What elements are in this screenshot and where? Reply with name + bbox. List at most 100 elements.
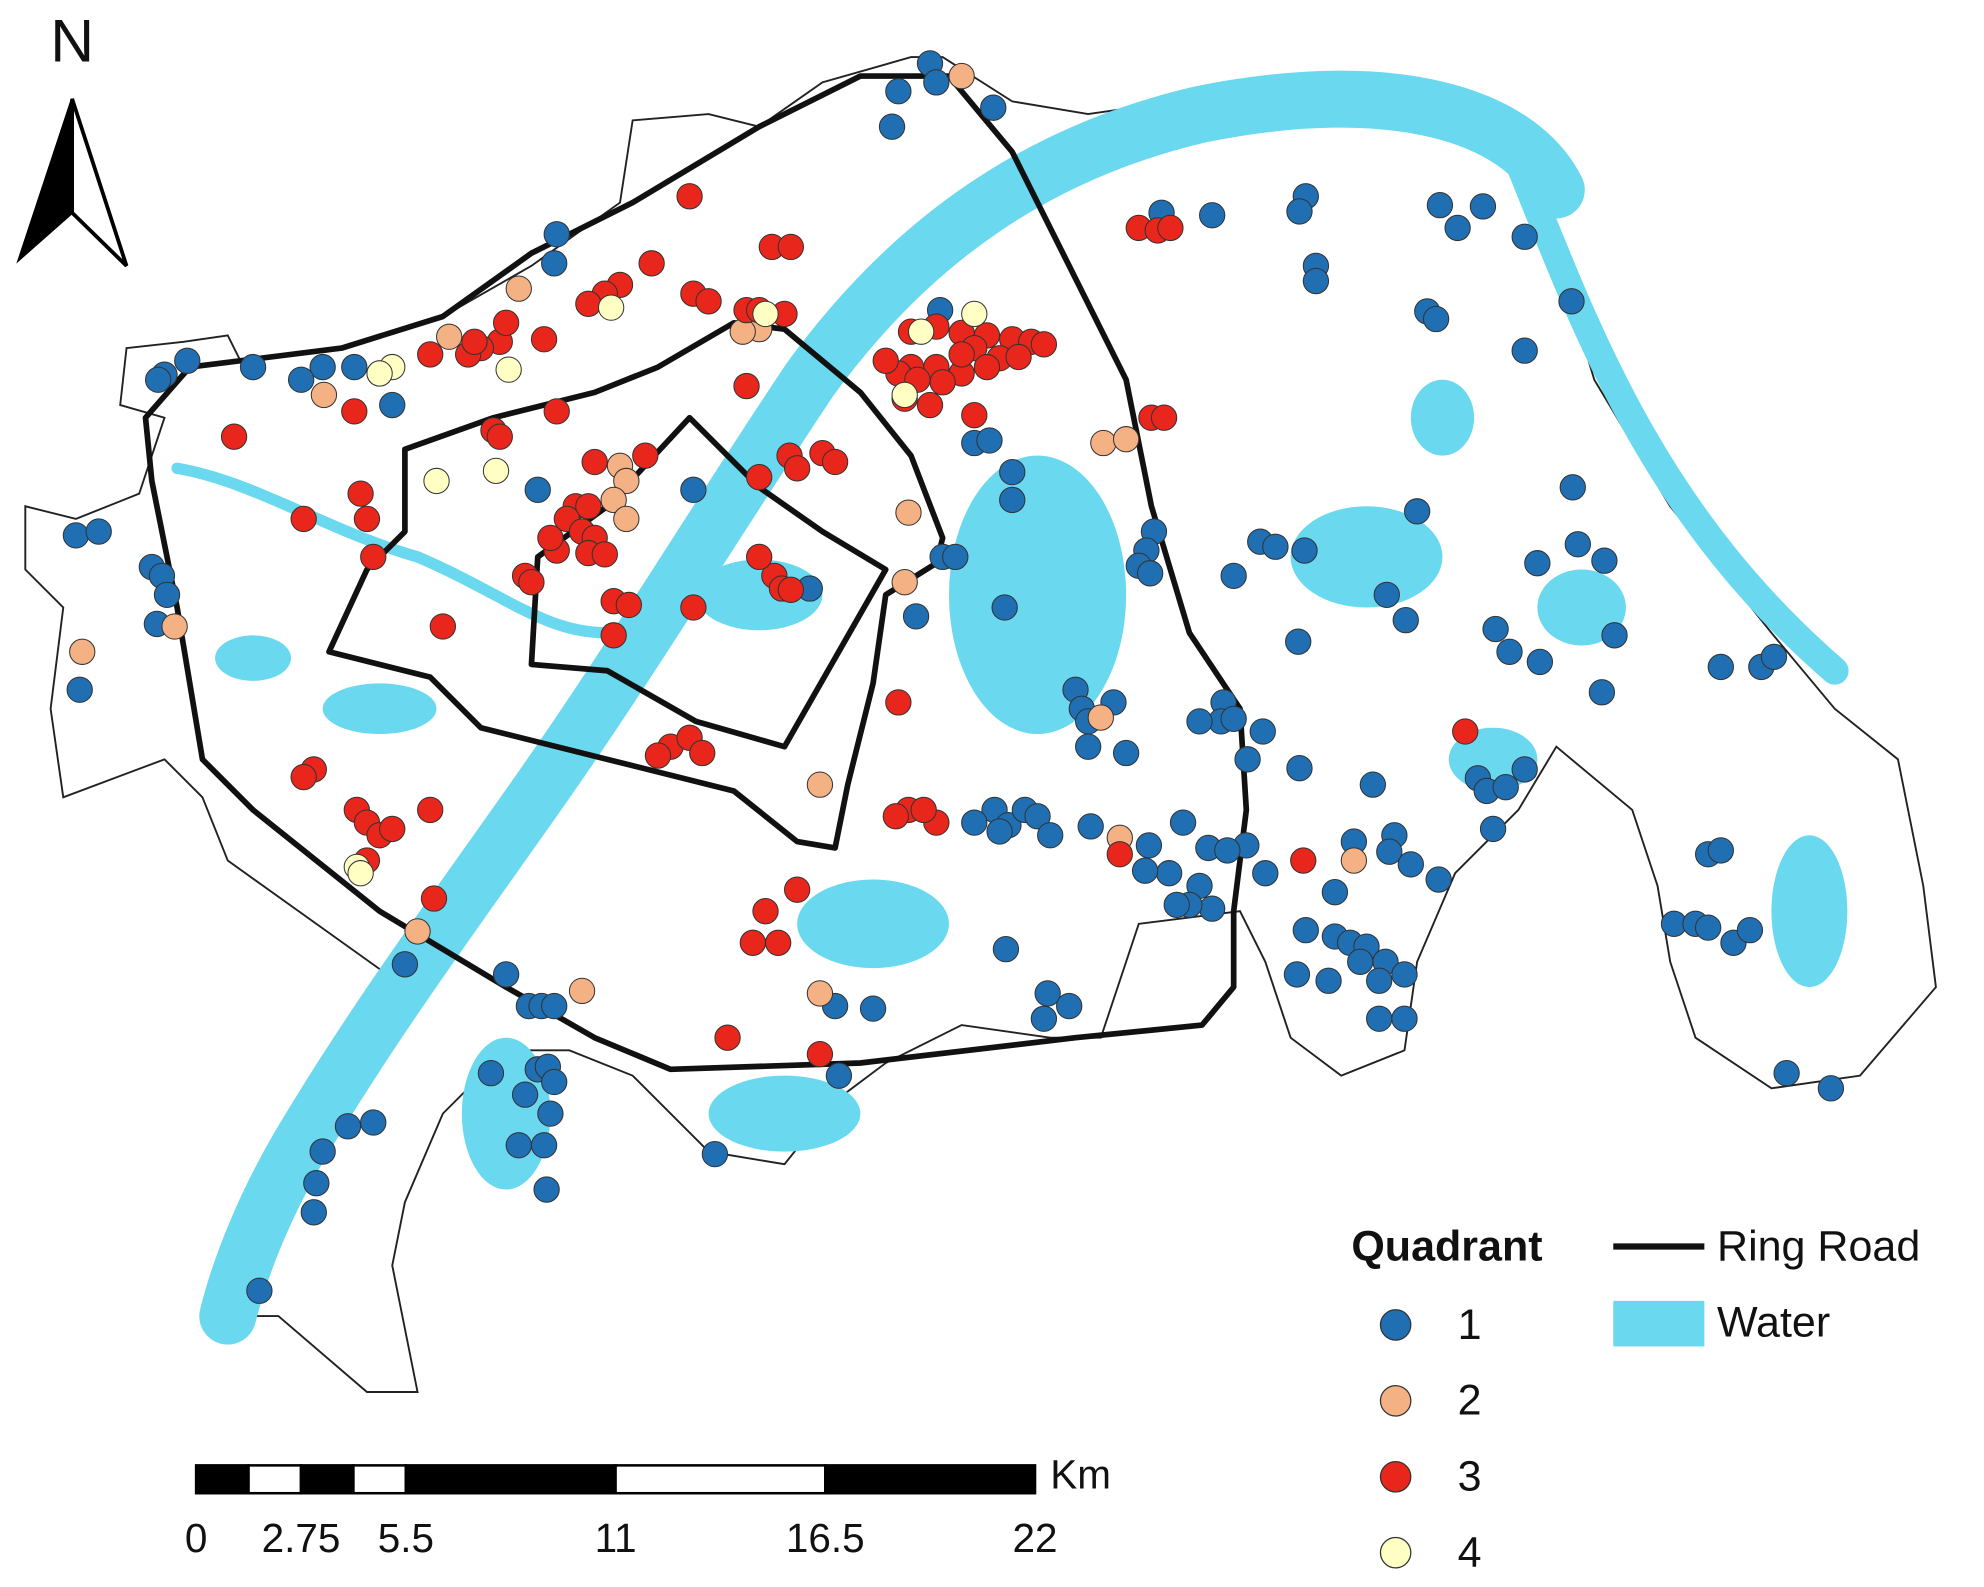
site-point (1588, 679, 1616, 706)
site-point (303, 1170, 330, 1197)
site-point (1214, 837, 1241, 864)
site-point (1760, 643, 1788, 671)
site-point (1452, 718, 1479, 745)
water (1410, 379, 1475, 456)
site-point (859, 995, 887, 1022)
site-point (1157, 214, 1184, 242)
site-point (287, 366, 315, 393)
water (1290, 506, 1443, 608)
site-point (161, 613, 188, 640)
water (948, 455, 1127, 735)
site-point (1340, 847, 1368, 874)
site-point (991, 594, 1018, 621)
site-point (1391, 961, 1418, 988)
site-point (575, 493, 602, 520)
site-point (66, 676, 93, 703)
water (1537, 569, 1626, 646)
scale-label: 2.75 (262, 1515, 341, 1561)
scale-segment (404, 1464, 617, 1495)
site-point (1090, 429, 1117, 457)
site-point (746, 543, 773, 571)
site-point (1075, 733, 1102, 760)
site-point (806, 1040, 834, 1068)
site-point (910, 796, 937, 824)
site-point (1479, 815, 1507, 843)
site-point (360, 543, 387, 571)
legend-marker (1379, 1460, 1412, 1493)
site-point (986, 818, 1013, 845)
site-point (1112, 739, 1140, 767)
site-point (1511, 756, 1538, 783)
site-point (417, 796, 444, 824)
site-point (783, 876, 811, 903)
site-point (948, 341, 975, 368)
site-point (907, 318, 935, 345)
site-point (347, 480, 374, 507)
site-point (1736, 916, 1764, 944)
site-point (511, 1081, 539, 1108)
site-point (1511, 337, 1538, 364)
site-point (1131, 857, 1159, 884)
site-point (379, 815, 406, 843)
site-point (1695, 914, 1722, 941)
scale-segment (299, 1464, 355, 1495)
water (1498, 131, 1849, 685)
site-point (923, 69, 950, 96)
site-point (420, 885, 448, 912)
site-point (1112, 426, 1140, 453)
site-point (246, 1277, 273, 1304)
site-point (597, 294, 625, 321)
scale-segment (247, 1464, 303, 1495)
site-point (1366, 1005, 1393, 1032)
scale-label: 11 (595, 1515, 637, 1561)
site-point (1397, 851, 1424, 878)
site-point (752, 300, 779, 328)
site-point (878, 113, 906, 140)
site-point (1030, 331, 1058, 358)
site-point (613, 505, 640, 533)
site-point (69, 638, 96, 665)
sites (62, 50, 1845, 1304)
site-point (309, 353, 336, 381)
legend-label: 3 (1458, 1453, 1482, 1501)
site-point (1024, 803, 1051, 830)
site-point (680, 594, 707, 621)
site-point (1292, 916, 1319, 944)
site-point (872, 347, 899, 374)
site-point (632, 442, 659, 469)
site-point (391, 951, 419, 978)
site-point (530, 1132, 558, 1159)
site-point (239, 353, 267, 381)
site-point (777, 576, 804, 603)
site-point (1220, 705, 1247, 733)
scale-segment (824, 1464, 1037, 1495)
site-point (541, 250, 568, 277)
scale-label: 22 (1013, 1515, 1058, 1561)
site-point (436, 323, 463, 350)
site-point (929, 369, 956, 396)
site-point (541, 992, 568, 1020)
site-point (1426, 191, 1454, 219)
site-point (1469, 193, 1497, 220)
site-point (689, 739, 716, 767)
site-point (1030, 1005, 1058, 1032)
site-point (885, 78, 912, 105)
site-point (153, 581, 181, 609)
site-point (1056, 992, 1083, 1020)
site-point (461, 328, 488, 355)
site-point (379, 391, 406, 419)
site-point (701, 1140, 729, 1168)
site-point (1186, 708, 1213, 735)
site-point (1366, 967, 1393, 994)
site-point (518, 569, 545, 596)
site-point (1137, 560, 1164, 587)
site-point (1034, 980, 1061, 1007)
site-point (895, 499, 922, 526)
site-point (310, 381, 338, 409)
site-point (644, 742, 672, 769)
site-point (1315, 967, 1342, 994)
site-point (992, 935, 1020, 963)
scale-label: 16.5 (786, 1515, 865, 1561)
site-point (581, 448, 608, 476)
